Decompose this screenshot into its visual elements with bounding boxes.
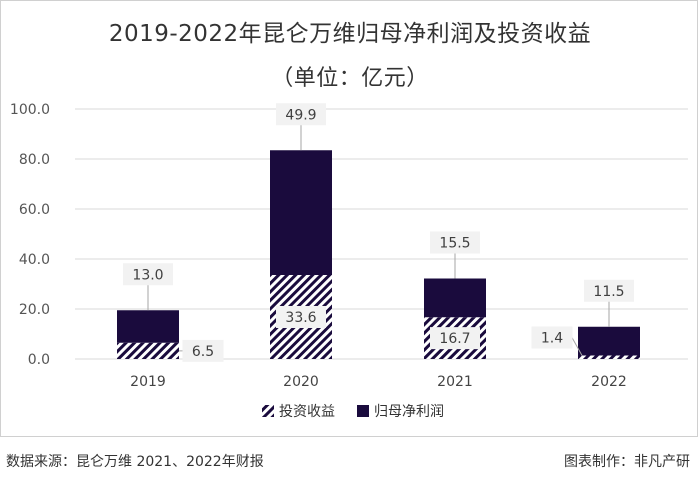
- data-label-box: [430, 231, 480, 254]
- x-category-label: 2022: [591, 374, 627, 390]
- chart-frame: [0, 0, 698, 437]
- data-label-box: [276, 103, 326, 126]
- bar-investment-income: [117, 342, 179, 359]
- data-label-box: [182, 339, 224, 362]
- data-label: 6.5: [192, 344, 214, 360]
- data-label-box: [123, 263, 173, 286]
- chart-credit: 图表制作：非凡产研: [564, 454, 690, 470]
- y-tick-label: 80.0: [19, 152, 50, 168]
- legend-swatch-investment: [262, 405, 274, 417]
- legend-label: 归母净利润: [374, 403, 444, 420]
- data-label: 49.9: [285, 107, 316, 123]
- bar-net-profit: [424, 278, 486, 318]
- legend-swatch-net-profit: [357, 405, 369, 417]
- y-tick-label: 0.0: [28, 352, 50, 368]
- data-label: 1.4: [541, 331, 563, 347]
- data-label-box: [531, 326, 573, 349]
- data-label-box: [276, 306, 326, 328]
- y-tick-label: 40.0: [19, 252, 50, 268]
- bar-investment-income: [578, 355, 640, 359]
- y-tick-label: 20.0: [19, 302, 50, 318]
- data-label: 15.5: [439, 236, 470, 252]
- data-source-note: 数据来源：昆仑万维 2021、2022年财报: [6, 454, 264, 470]
- data-label: 16.7: [439, 331, 470, 347]
- y-tick-label: 60.0: [19, 202, 50, 218]
- x-category-label: 2019: [130, 374, 166, 390]
- chart-title: 2019-2022年昆仑万维归母净利润及投资收益: [108, 21, 592, 47]
- data-label-box: [584, 279, 634, 302]
- data-label: 11.5: [593, 284, 624, 300]
- bar-net-profit: [578, 326, 640, 356]
- legend-label: 投资收益: [279, 404, 335, 420]
- y-tick-label: 100.0: [10, 102, 50, 118]
- stacked-bar-chart: 0.0 20.0 40.0 60.0 80.0 100.0 2019 13.0 6.5 2020…: [10, 102, 688, 420]
- chart-subtitle: （单位：亿元）: [271, 66, 429, 91]
- data-label: 33.6: [285, 310, 316, 326]
- data-label: 13.0: [132, 267, 163, 283]
- data-label-box: [430, 327, 480, 350]
- bar-net-profit: [270, 150, 332, 275]
- x-category-label: 2021: [437, 374, 473, 390]
- x-category-label: 2020: [283, 374, 319, 390]
- bar-net-profit: [117, 310, 179, 343]
